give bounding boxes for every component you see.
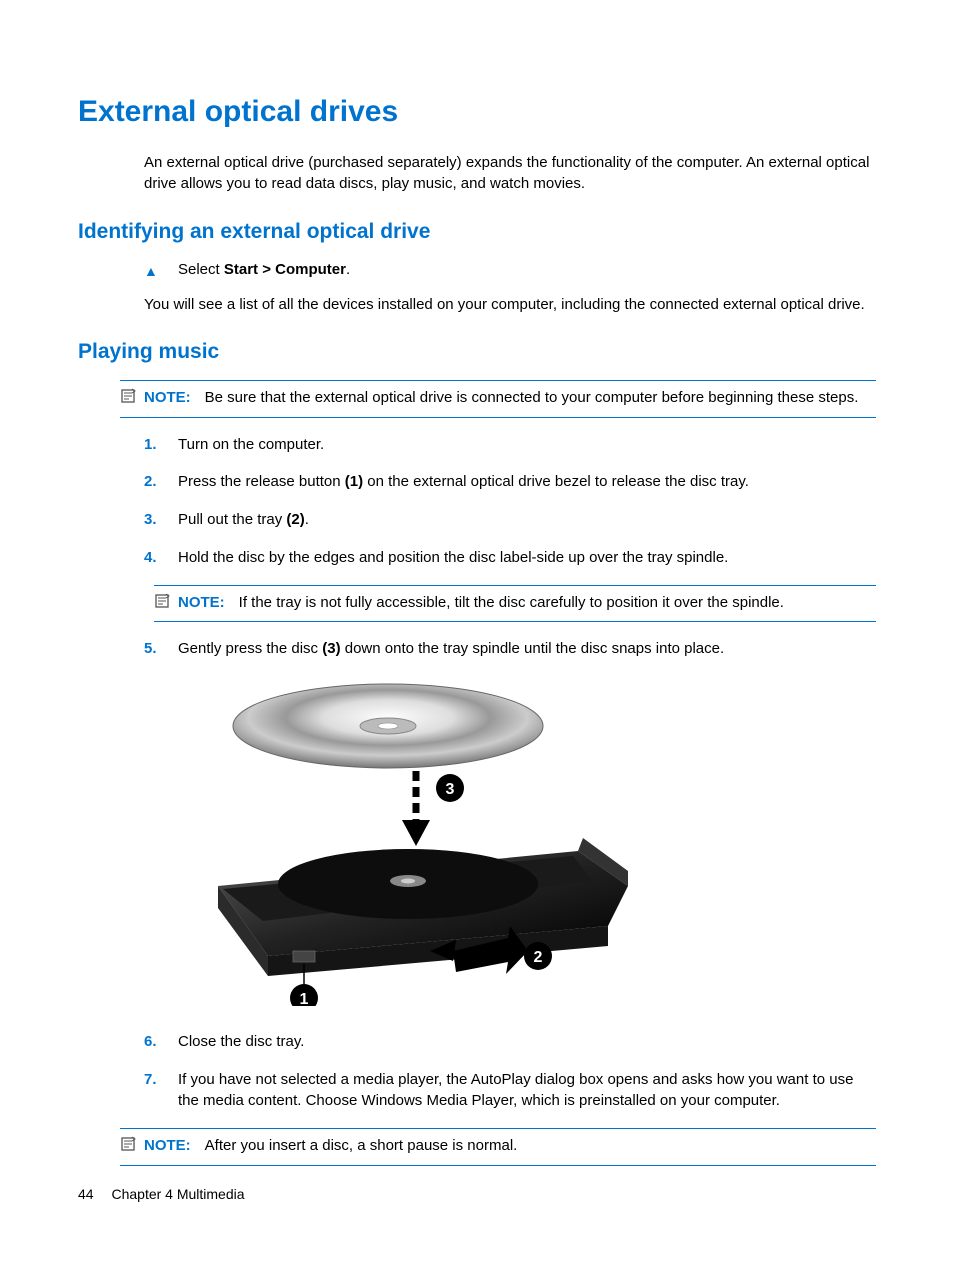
action-bullet-text: Select Start > Computer. <box>178 259 876 281</box>
note-label: NOTE: <box>144 389 191 406</box>
note-label: NOTE: <box>178 594 225 611</box>
triangle-bullet-icon: ▲ <box>144 259 178 281</box>
steps-list-cont: 5. Gently press the disc (3) down onto t… <box>144 638 876 660</box>
step-number: 1. <box>144 434 178 456</box>
action-bullet: ▲ Select Start > Computer. <box>144 259 876 281</box>
callout-1: 1 <box>300 991 309 1006</box>
step-6: 6. Close the disc tray. <box>144 1031 876 1053</box>
step-2: 2. Press the release button (1) on the e… <box>144 471 876 493</box>
note-text: If the tray is not fully accessible, til… <box>239 594 784 611</box>
callout-2: 2 <box>534 949 543 966</box>
note-box-3: NOTE: After you insert a disc, a short pa… <box>120 1128 876 1166</box>
step-number: 4. <box>144 547 178 569</box>
step-text: Gently press the disc (3) down onto the … <box>178 638 876 660</box>
note-box-1: NOTE: Be sure that the external optical d… <box>120 380 876 418</box>
callout-3: 3 <box>446 781 455 798</box>
step-7: 7. If you have not selected a media play… <box>144 1069 876 1113</box>
intro-paragraph: An external optical drive (purchased sep… <box>144 152 876 196</box>
page-footer: 44 Chapter 4 Multimedia <box>78 1184 245 1204</box>
action-suffix: . <box>346 261 350 278</box>
step-text: Hold the disc by the edges and position … <box>178 547 876 569</box>
page-title: External optical drives <box>78 90 876 134</box>
note-label: NOTE: <box>144 1137 191 1154</box>
chapter-label: Chapter 4 Multimedia <box>111 1186 244 1202</box>
note-icon <box>120 387 144 411</box>
action-bold: Start > Computer <box>224 261 346 278</box>
step-1: 1. Turn on the computer. <box>144 434 876 456</box>
page-number: 44 <box>78 1186 94 1202</box>
identify-paragraph: You will see a list of all the devices i… <box>144 294 876 316</box>
step-number: 5. <box>144 638 178 660</box>
step-number: 2. <box>144 471 178 493</box>
note-icon <box>120 1135 144 1159</box>
note-text: After you insert a disc, a short pause i… <box>205 1137 518 1154</box>
step-number: 3. <box>144 509 178 531</box>
action-prefix: Select <box>178 261 224 278</box>
optical-drive-diagram: 3 1 2 <box>198 676 876 1013</box>
note-icon <box>154 592 178 616</box>
step-4: 4. Hold the disc by the edges and positi… <box>144 547 876 569</box>
step-number: 6. <box>144 1031 178 1053</box>
note-box-2: NOTE: If the tray is not fully accessible… <box>154 585 876 623</box>
note-text: Be sure that the external optical drive … <box>205 389 859 406</box>
step-3: 3. Pull out the tray (2). <box>144 509 876 531</box>
section-heading-playing: Playing music <box>78 337 876 367</box>
section-heading-identify: Identifying an external optical drive <box>78 217 876 247</box>
step-text: Turn on the computer. <box>178 434 876 456</box>
step-text: Close the disc tray. <box>178 1031 876 1053</box>
step-text: Pull out the tray (2). <box>178 509 876 531</box>
step-text: Press the release button (1) on the exte… <box>178 471 876 493</box>
steps-list-cont2: 6. Close the disc tray. 7. If you have n… <box>144 1031 876 1112</box>
step-number: 7. <box>144 1069 178 1091</box>
step-5: 5. Gently press the disc (3) down onto t… <box>144 638 876 660</box>
step-text: If you have not selected a media player,… <box>178 1069 876 1113</box>
steps-list: 1. Turn on the computer. 2. Press the re… <box>144 434 876 569</box>
